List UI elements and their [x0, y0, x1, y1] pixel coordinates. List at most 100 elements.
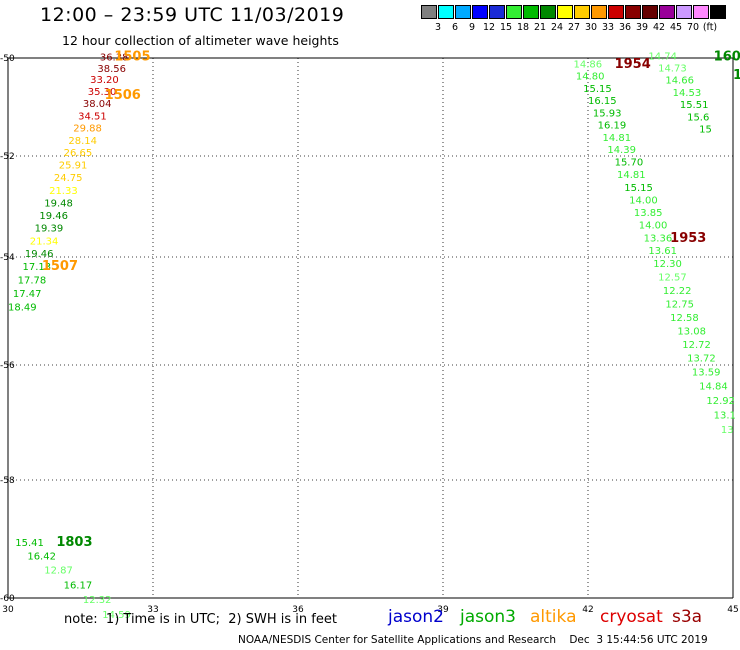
- satellite-label-cryosat: cryosat: [600, 607, 663, 627]
- legend-label: 18: [516, 22, 530, 33]
- legend-swatch: [608, 5, 624, 19]
- wave-height-label: 19.46: [39, 211, 68, 222]
- wave-height-label: 13.85: [634, 208, 663, 219]
- wave-height-label: 28.14: [68, 136, 97, 147]
- wave-height-label: 18.49: [8, 303, 37, 314]
- legend-swatch: [472, 5, 488, 19]
- legend-swatch: [438, 5, 454, 19]
- wave-height-label: 14.53: [673, 88, 702, 99]
- x-tick-label: 30: [2, 605, 14, 615]
- wave-height-label: 29.88: [73, 124, 102, 135]
- legend-label: 12: [482, 22, 496, 33]
- wave-height-label: 17.13: [23, 262, 52, 273]
- pass-time-label: 1505: [114, 50, 150, 65]
- wave-height-label: 14.00: [639, 221, 668, 232]
- wave-height-label: 12.92: [706, 396, 735, 407]
- legend-swatch: [659, 5, 675, 19]
- wave-height-label: 15.51: [680, 100, 709, 111]
- wave-height-label: 38.04: [83, 99, 112, 110]
- y-tick-label: -52: [0, 152, 15, 162]
- legend-swatch: [557, 5, 573, 19]
- wave-height-label: 14.59: [102, 610, 131, 621]
- grid: [7, 57, 734, 599]
- legend-swatch: [455, 5, 471, 19]
- wave-height-label: 15.41: [15, 538, 44, 549]
- legend-label: 24: [550, 22, 564, 33]
- pass-time-label: 1954: [615, 57, 651, 72]
- legend-label: 9: [468, 22, 476, 33]
- wave-height-label: 36.38: [100, 53, 129, 64]
- y-tick-label: -60: [0, 594, 15, 604]
- wave-height-label: 21.34: [30, 236, 59, 247]
- page-subtitle: 12 hour collection of altimeter wave hei…: [62, 33, 339, 48]
- wave-height-label: 14.80: [576, 72, 605, 83]
- legend-swatch: [676, 5, 692, 19]
- legend-label: (ft): [702, 22, 718, 33]
- legend-label: 6: [451, 22, 459, 33]
- wave-height-label: 13: [721, 425, 734, 436]
- legend-swatch: [693, 5, 709, 19]
- wave-height-label: 12.22: [663, 286, 692, 297]
- wave-height-label: 16.42: [27, 552, 56, 563]
- legend-swatch: [506, 5, 522, 19]
- wave-height-label: 14.74: [648, 52, 677, 63]
- wave-height-label: 35.30: [88, 87, 117, 98]
- legend-label: 15: [499, 22, 513, 33]
- wave-height-label: 12.30: [653, 259, 682, 270]
- wave-height-label: 19.39: [35, 224, 64, 235]
- y-tick-label: -56: [0, 361, 15, 371]
- legend-swatch: [710, 5, 726, 19]
- legend-label: 39: [635, 22, 649, 33]
- wave-height-label: 14.81: [617, 170, 646, 181]
- wave-height-label: 13.72: [687, 353, 716, 364]
- x-tick-label: 42: [582, 605, 593, 615]
- legend-label: 30: [584, 22, 598, 33]
- legend-label: 36: [618, 22, 632, 33]
- wave-height-label: 12.32: [83, 595, 112, 606]
- wave-height-label: 15.70: [615, 158, 644, 169]
- wave-height-label: 12.58: [670, 313, 699, 324]
- satellite-label-jason3: jason3: [460, 607, 516, 627]
- wave-height-label: 14.73: [658, 63, 687, 74]
- legend-label: 33: [601, 22, 615, 33]
- wave-height-label: 12.87: [44, 566, 73, 577]
- wave-height-label: 13.1: [714, 410, 736, 421]
- wave-height-label: 19.46: [25, 249, 54, 260]
- wave-height-label: 17.47: [13, 289, 42, 300]
- pass-time-label: 1506: [105, 88, 141, 103]
- wave-height-label: 33.20: [90, 75, 119, 86]
- x-tick-label: 45: [727, 605, 738, 615]
- legend-label: 3: [434, 22, 442, 33]
- wave-height-label: 38.56: [97, 64, 126, 75]
- wave-height-label: 15.15: [583, 84, 612, 95]
- wave-height-label: 26.65: [64, 148, 93, 159]
- y-tick-label: -50: [0, 54, 15, 64]
- wave-height-label: 16.19: [598, 121, 627, 132]
- wave-height-label: 14.39: [607, 145, 636, 156]
- credit-text: NOAA/NESDIS Center for Satellite Applica…: [238, 634, 708, 646]
- legend-swatch: [591, 5, 607, 19]
- wave-height-label: 14.81: [603, 133, 632, 144]
- y-tick-label: -54: [0, 253, 15, 263]
- x-tick-label: 33: [147, 605, 158, 615]
- legend-swatch: [421, 5, 437, 19]
- satellite-label-s3a: s3a: [672, 607, 703, 627]
- legend-swatch: [574, 5, 590, 19]
- legend-label: 42: [652, 22, 666, 33]
- legend-label: 21: [533, 22, 547, 33]
- wave-height-label: 14.84: [699, 382, 728, 393]
- wave-height-label: 12.75: [665, 299, 694, 310]
- x-tick-label: 39: [437, 605, 449, 615]
- wave-height-label: 12.72: [682, 340, 711, 351]
- wave-height-label: 24.75: [54, 173, 83, 184]
- wave-height-label: 16.15: [588, 96, 617, 107]
- wave-height-label: 15.6: [687, 112, 709, 123]
- y-tick-label: -58: [0, 476, 15, 486]
- legend-label: 70: [686, 22, 700, 33]
- wave-height-label: 21.33: [49, 186, 78, 197]
- wave-height-label: 13.59: [692, 367, 721, 378]
- wave-height-label: 14.66: [665, 76, 694, 87]
- wave-height-label: 13.61: [648, 246, 677, 257]
